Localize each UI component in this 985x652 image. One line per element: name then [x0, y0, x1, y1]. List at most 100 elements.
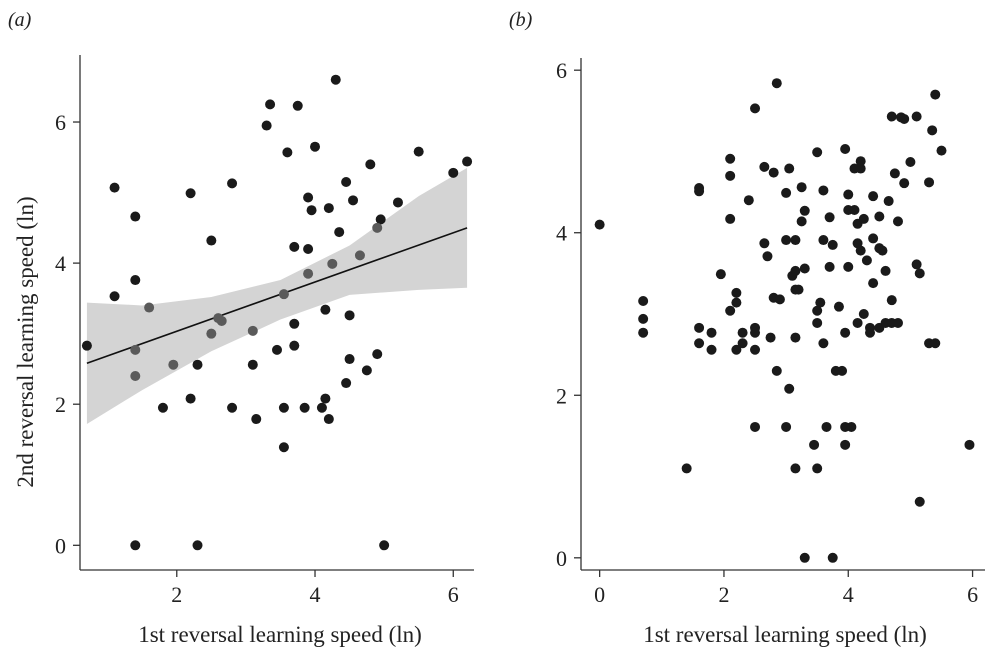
data-point [694, 338, 705, 349]
data-point [818, 235, 829, 246]
data-point [130, 275, 141, 286]
data-point [303, 192, 314, 203]
data-point [784, 383, 795, 394]
data-point [316, 402, 327, 413]
x-tick-label-b: 2 [718, 582, 729, 607]
data-point [930, 338, 941, 349]
y-tick-label-a: 2 [55, 392, 66, 417]
data-point [936, 145, 947, 156]
data-point [914, 496, 925, 507]
panel-a-label: (a) [8, 9, 32, 31]
data-point [365, 159, 376, 170]
data-point [694, 322, 705, 333]
data-point [899, 113, 910, 124]
data-point [185, 393, 196, 404]
data-point-grey [168, 359, 179, 370]
data-point [889, 168, 900, 179]
data-point [886, 111, 897, 122]
data-point [261, 120, 272, 131]
data-point [379, 540, 390, 551]
data-point [858, 309, 869, 319]
data-point [843, 261, 854, 272]
y-tick-label-b: 6 [556, 58, 567, 83]
data-point-grey [278, 289, 289, 300]
data-point [799, 205, 810, 216]
data-point [638, 295, 649, 306]
data-point [796, 216, 807, 227]
data-point [392, 197, 403, 208]
regression-line [86, 227, 468, 365]
data-point [462, 156, 473, 167]
data-point [877, 245, 888, 256]
x-tick-label-b: 6 [967, 582, 978, 607]
data-point [799, 552, 810, 563]
data-point [192, 540, 203, 551]
data-point-grey [372, 222, 383, 233]
data-point [334, 227, 345, 238]
data-point [868, 191, 879, 202]
data-point [227, 178, 238, 189]
data-point [247, 359, 258, 370]
data-point [341, 378, 352, 389]
data-point [861, 255, 872, 266]
data-point [731, 287, 742, 298]
data-point [868, 233, 879, 244]
data-point [771, 78, 782, 89]
data-point [289, 318, 300, 329]
data-point [892, 317, 903, 328]
panel-b: (b) 0 2 4 6 0 2 4 6 1st reversal learning speed… [509, 9, 985, 647]
x-tick-label-a: 2 [171, 582, 182, 607]
data-point [361, 365, 372, 376]
data-point [927, 125, 938, 136]
data-point [81, 340, 92, 351]
data-point [265, 99, 276, 110]
data-point [790, 265, 801, 276]
data-point [681, 463, 692, 474]
data-point [824, 261, 835, 272]
data-point [130, 540, 141, 551]
data-point [759, 238, 770, 249]
y-tick-label-a: 6 [55, 110, 66, 135]
data-point [731, 297, 742, 308]
data-point [372, 349, 383, 360]
data-point [880, 265, 891, 276]
data-point [911, 259, 922, 270]
data-point [320, 393, 331, 404]
data-point [771, 365, 782, 376]
data-point [858, 213, 869, 224]
data-point [594, 219, 605, 230]
y-tick-label-b: 0 [556, 546, 567, 571]
data-point [765, 332, 776, 343]
data-point [731, 344, 742, 355]
data-point [192, 359, 203, 370]
data-point-grey [327, 258, 338, 269]
data-point [833, 301, 844, 312]
y-tick-label-b: 4 [556, 221, 567, 246]
data-point [790, 235, 801, 246]
data-point-grey [354, 250, 365, 261]
x-tick-label-a: 4 [310, 582, 321, 607]
data-point [784, 163, 795, 174]
x-axis-title-a: 1st reversal learning speed (ln) [138, 622, 422, 647]
y-tick-label-a: 0 [55, 533, 66, 558]
regression-line-layer [86, 227, 468, 365]
data-point [330, 74, 341, 85]
data-points-layer [81, 74, 473, 551]
data-point [899, 178, 910, 189]
data-point [413, 146, 424, 157]
data-point [892, 216, 903, 227]
axes-a: 2 4 6 0 2 4 6 [55, 55, 474, 607]
data-point [849, 204, 860, 215]
data-point [109, 291, 120, 302]
data-point [781, 421, 792, 432]
data-point [303, 244, 314, 255]
data-point [759, 161, 770, 172]
data-point-grey [216, 315, 227, 326]
data-point [725, 213, 736, 224]
data-point [320, 304, 331, 315]
data-point [874, 211, 885, 222]
data-point [251, 414, 262, 425]
data-point [840, 439, 851, 450]
data-point-grey [144, 302, 155, 313]
data-point [818, 338, 829, 349]
